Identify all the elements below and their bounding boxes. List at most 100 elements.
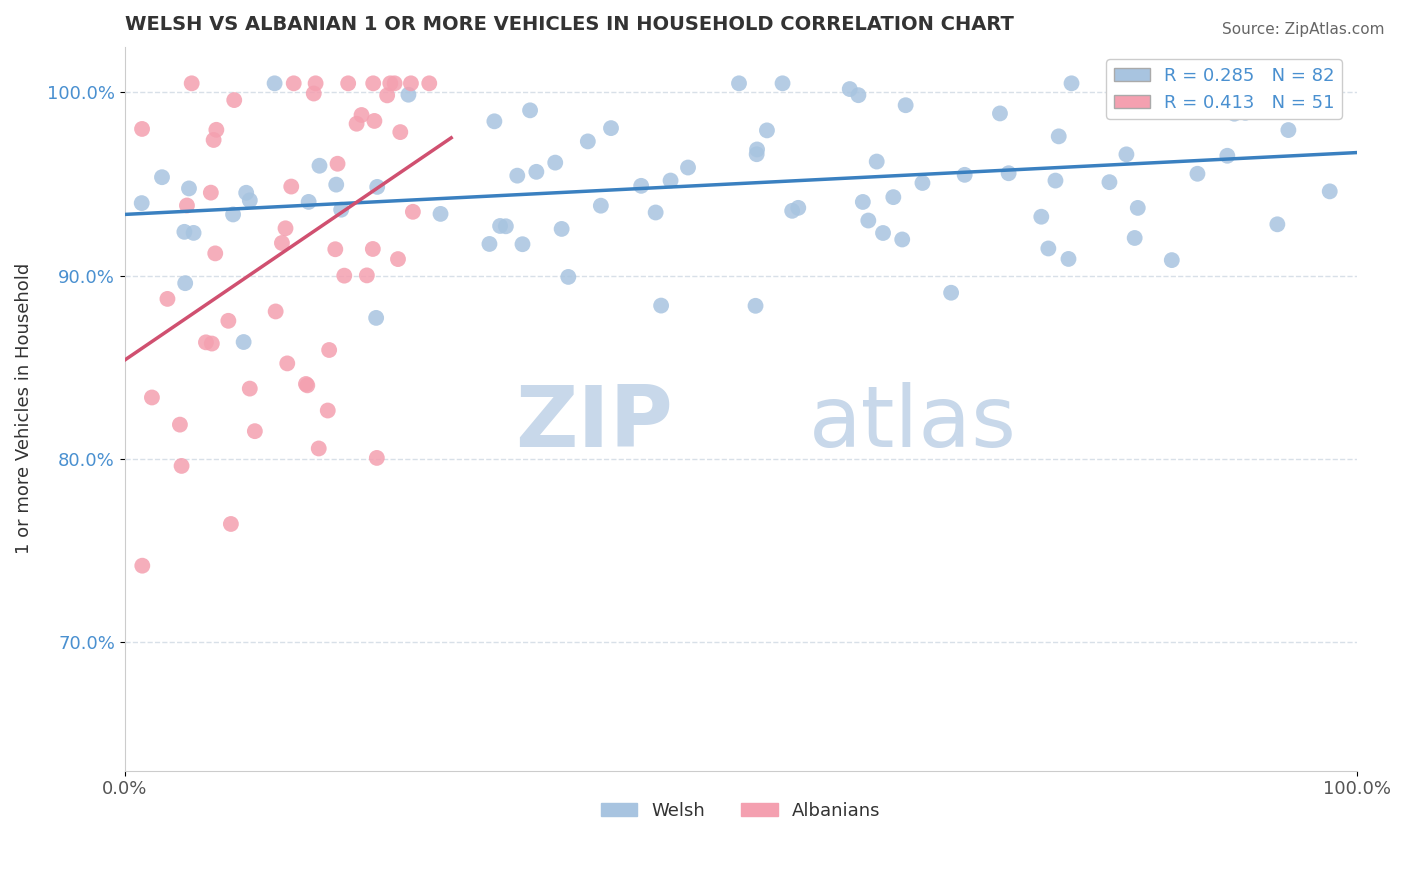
Point — [375, 88, 398, 103]
Point — [484, 114, 506, 128]
Point — [274, 221, 297, 235]
Point — [361, 76, 384, 90]
Point — [858, 213, 880, 227]
Point — [1031, 210, 1053, 224]
Point — [235, 186, 257, 200]
Point — [891, 232, 914, 246]
Point — [217, 314, 239, 328]
Point — [1267, 217, 1289, 231]
Text: ZIP: ZIP — [515, 382, 673, 465]
Point — [326, 157, 349, 171]
Point — [316, 403, 339, 417]
Point — [318, 343, 340, 357]
Point — [200, 186, 222, 200]
Point — [243, 424, 266, 438]
Point — [544, 155, 567, 169]
Point — [232, 334, 254, 349]
Point — [755, 123, 778, 137]
Point — [1098, 175, 1121, 189]
Point — [495, 219, 517, 234]
Point — [396, 87, 419, 102]
Point — [550, 222, 572, 236]
Point — [177, 181, 200, 195]
Point — [429, 207, 451, 221]
Point — [280, 179, 302, 194]
Point — [297, 378, 319, 392]
Point — [219, 516, 242, 531]
Point — [524, 165, 547, 179]
Point — [744, 299, 766, 313]
Point — [205, 123, 228, 137]
Point — [780, 203, 803, 218]
Point — [308, 442, 330, 456]
Point — [141, 391, 163, 405]
Text: atlas: atlas — [808, 382, 1017, 465]
Point — [131, 196, 153, 211]
Point — [1194, 76, 1216, 90]
Point — [600, 121, 623, 136]
Point — [1319, 185, 1341, 199]
Point — [997, 166, 1019, 180]
Point — [512, 237, 534, 252]
Point — [194, 335, 217, 350]
Point — [366, 180, 388, 194]
Point — [304, 76, 326, 90]
Point — [283, 76, 305, 90]
Point — [150, 170, 173, 185]
Point — [576, 135, 599, 149]
Point — [1115, 147, 1137, 161]
Point — [745, 147, 768, 161]
Point — [630, 178, 652, 193]
Point — [894, 98, 917, 112]
Point — [1188, 76, 1211, 90]
Point — [399, 76, 422, 90]
Point — [1187, 167, 1209, 181]
Point — [204, 246, 226, 260]
Point — [264, 304, 287, 318]
Point — [1277, 123, 1299, 137]
Point — [271, 235, 294, 250]
Point — [330, 202, 353, 217]
Point — [298, 194, 321, 209]
Point — [1038, 242, 1060, 256]
Point — [174, 276, 197, 290]
Point — [380, 76, 402, 90]
Point — [224, 93, 246, 107]
Point — [366, 450, 388, 465]
Point — [557, 269, 579, 284]
Point — [988, 106, 1011, 120]
Point — [644, 205, 666, 219]
Point — [361, 242, 384, 256]
Point — [131, 558, 153, 573]
Point — [1107, 88, 1129, 103]
Point — [953, 168, 976, 182]
Point — [866, 154, 889, 169]
Point — [728, 76, 751, 90]
Point — [1057, 252, 1080, 266]
Point — [772, 76, 794, 90]
Point — [1123, 231, 1146, 245]
Point — [911, 176, 934, 190]
Point — [506, 169, 529, 183]
Point — [852, 194, 875, 209]
Point — [180, 76, 202, 90]
Point — [519, 103, 541, 118]
Point — [156, 292, 179, 306]
Point — [1216, 149, 1239, 163]
Point — [1223, 106, 1246, 120]
Point — [222, 207, 245, 221]
Point — [1126, 201, 1149, 215]
Point — [589, 199, 612, 213]
Point — [384, 76, 406, 90]
Point — [848, 88, 870, 103]
Text: WELSH VS ALBANIAN 1 OR MORE VEHICLES IN HOUSEHOLD CORRELATION CHART: WELSH VS ALBANIAN 1 OR MORE VEHICLES IN … — [125, 15, 1014, 34]
Point — [676, 161, 699, 175]
Point — [356, 268, 378, 283]
Point — [131, 122, 153, 136]
Point — [302, 87, 325, 101]
Point — [402, 204, 425, 219]
Point — [295, 376, 318, 391]
Point — [1060, 76, 1083, 90]
Point — [882, 190, 904, 204]
Point — [169, 417, 191, 432]
